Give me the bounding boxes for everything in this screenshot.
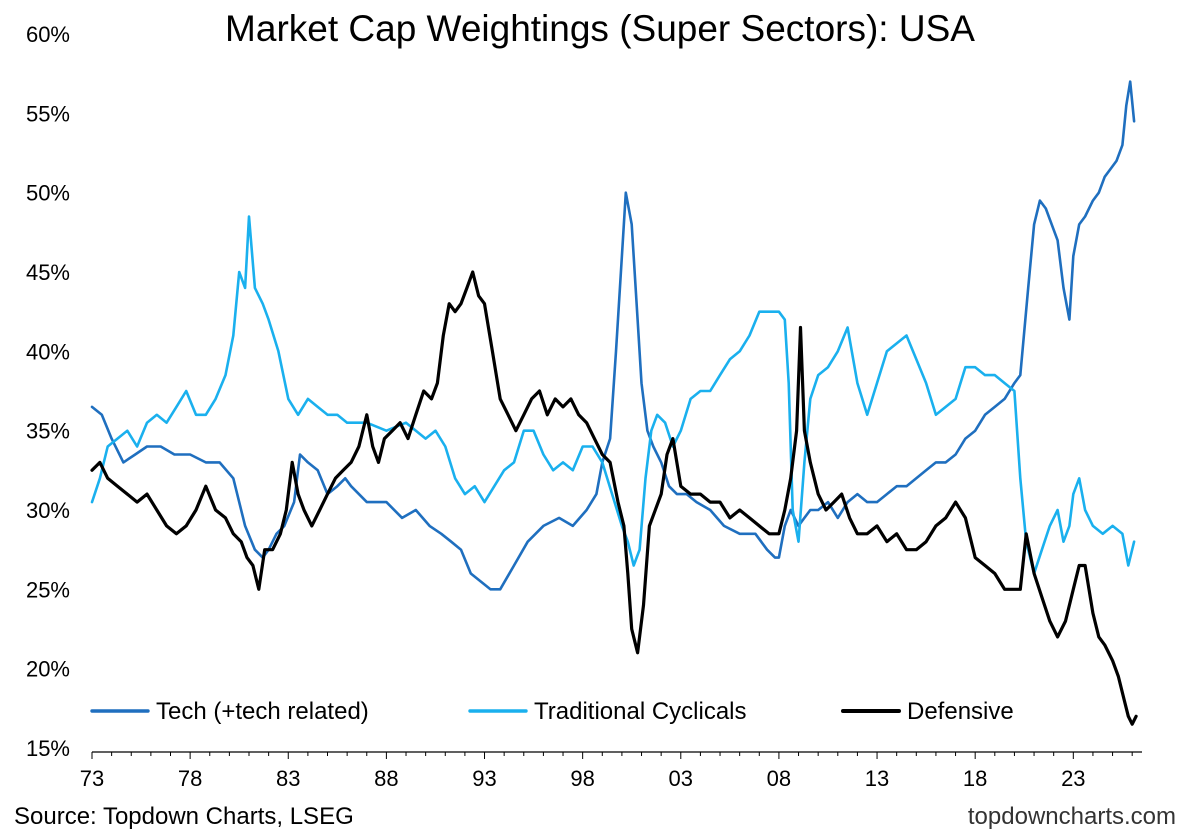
legend-label: Tech (+tech related) [156,698,369,725]
series-line-traditional-cyclicals [90,215,1136,575]
x-tick-label: 18 [963,766,987,791]
legend-label: Traditional Cyclicals [534,698,747,725]
y-tick-label: 15% [26,736,70,761]
legend: Tech (+tech related) Traditional Cyclical… [90,698,1014,725]
y-tick-label: 50% [26,181,70,206]
y-tick-label: 45% [26,260,70,285]
source-note: Source: Topdown Charts, LSEG [14,803,354,830]
x-tick-label: 13 [865,766,889,791]
y-tick-label: 40% [26,339,70,364]
legend-label: Defensive [907,698,1014,725]
y-tick-label: 20% [26,657,70,682]
chart-title: Market Cap Weightings (Super Sectors): U… [225,8,975,49]
x-tick-label: 88 [374,766,398,791]
y-tick-label: 60% [26,22,70,47]
x-tick-label: 73 [80,766,104,791]
y-axis-ticks: 15% 20% 25% 30% 35% 40% 45% 50% 55% 60% [26,22,70,761]
x-tick-label: 78 [178,766,202,791]
series-line-defensive [90,270,1138,726]
series-layer [90,80,1138,726]
x-tick-label: 83 [276,766,300,791]
series-line-tech-tech-related [90,80,1136,591]
watermark: topdowncharts.com [967,803,1176,830]
x-tick-label: 93 [472,766,496,791]
y-tick-label: 55% [26,101,70,126]
x-tick-label: 98 [570,766,594,791]
y-tick-label: 25% [26,577,70,602]
x-tick-label: 08 [767,766,791,791]
y-tick-label: 35% [26,419,70,444]
x-axis: 73 78 83 88 93 98 03 08 13 18 23 [80,751,1142,791]
x-tick-label: 03 [669,766,693,791]
y-tick-label: 30% [26,498,70,523]
x-tick-label: 23 [1061,766,1085,791]
